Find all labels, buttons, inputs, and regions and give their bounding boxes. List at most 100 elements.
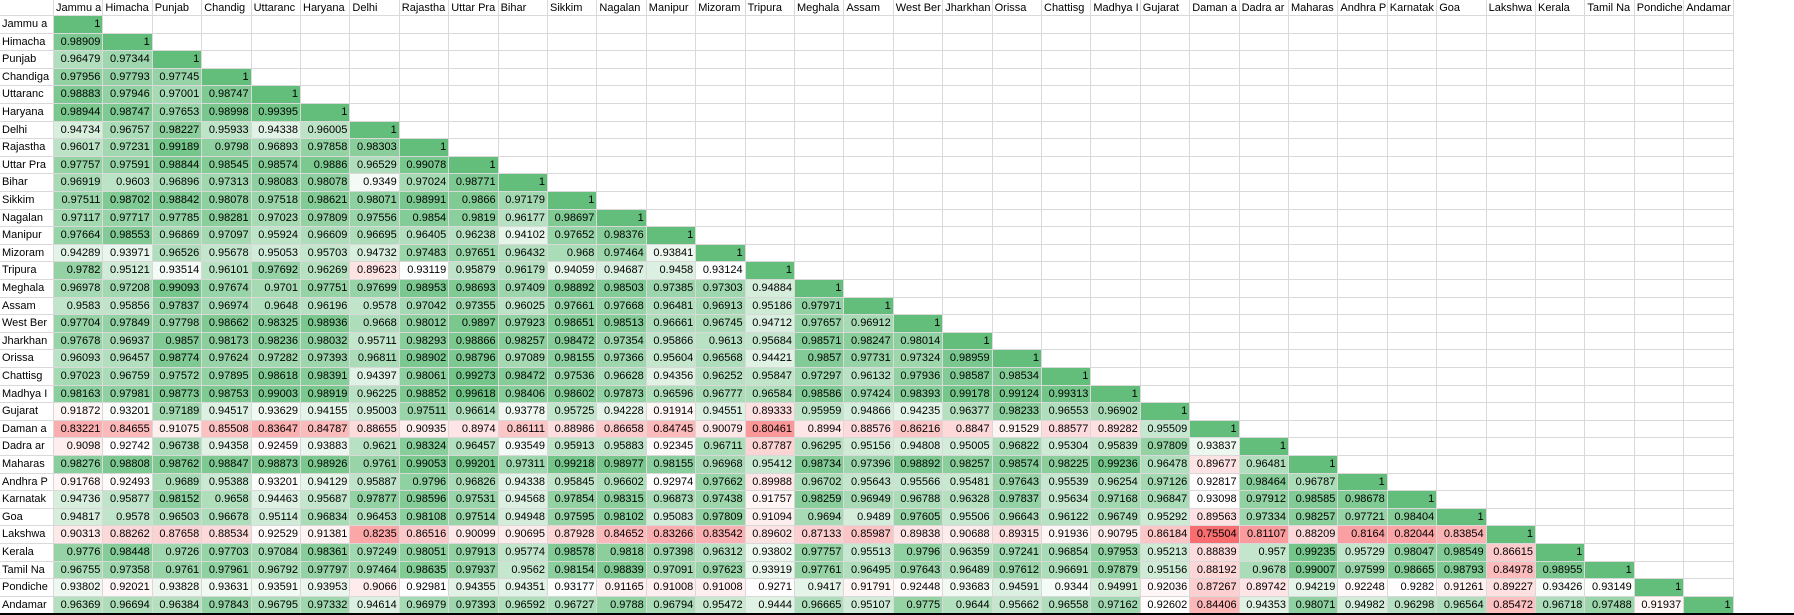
matrix-cell[interactable]: 0.92493: [103, 473, 153, 492]
empty-cell[interactable]: [1140, 332, 1191, 351]
empty-cell[interactable]: [1289, 51, 1339, 69]
matrix-cell[interactable]: 0.95412: [745, 456, 795, 474]
empty-cell[interactable]: [1585, 68, 1635, 87]
matrix-cell[interactable]: 0.9603: [103, 174, 153, 192]
empty-cell[interactable]: [597, 174, 647, 192]
matrix-cell[interactable]: 0.95539: [1042, 473, 1092, 492]
matrix-cell[interactable]: 0.98464: [1239, 473, 1289, 492]
matrix-cell[interactable]: 0.97745: [152, 68, 203, 87]
matrix-cell[interactable]: 1: [350, 121, 400, 140]
matrix-cell[interactable]: 0.98883: [54, 86, 104, 104]
matrix-cell[interactable]: 0.94338: [251, 121, 301, 140]
matrix-cell[interactable]: 0.96609: [301, 227, 351, 245]
matrix-cell[interactable]: 0.98734: [795, 456, 845, 474]
matrix-cell[interactable]: 0.97023: [54, 368, 104, 386]
empty-cell[interactable]: [548, 33, 598, 52]
empty-cell[interactable]: [1486, 244, 1536, 263]
empty-cell[interactable]: [1536, 297, 1586, 316]
matrix-cell[interactable]: 0.98303: [350, 139, 400, 157]
empty-cell[interactable]: [1387, 209, 1438, 228]
empty-cell[interactable]: [1684, 385, 1734, 404]
empty-cell[interactable]: [1042, 262, 1092, 280]
empty-cell[interactable]: [1338, 68, 1388, 87]
matrix-cell[interactable]: 0.9621: [350, 438, 400, 456]
column-header[interactable]: Pondiche: [1634, 0, 1685, 16]
matrix-cell[interactable]: 0.8164: [1338, 526, 1388, 544]
empty-cell[interactable]: [1289, 156, 1339, 175]
empty-cell[interactable]: [696, 51, 746, 69]
row-label[interactable]: Bihar: [0, 174, 54, 192]
empty-cell[interactable]: [1634, 16, 1685, 34]
matrix-cell[interactable]: 0.97599: [1338, 561, 1388, 580]
matrix-cell[interactable]: 0.96564: [1437, 596, 1487, 615]
matrix-cell[interactable]: 0.98574: [992, 456, 1042, 474]
empty-cell[interactable]: [1338, 262, 1388, 280]
column-header[interactable]: Orissa: [992, 0, 1042, 16]
empty-cell[interactable]: [1042, 174, 1092, 192]
matrix-cell[interactable]: 0.957: [1239, 544, 1289, 562]
matrix-cell[interactable]: 0.96369: [54, 596, 104, 615]
matrix-cell[interactable]: 1: [943, 332, 993, 351]
matrix-cell[interactable]: 0.98919: [301, 385, 351, 404]
matrix-cell[interactable]: 0.95933: [202, 121, 252, 140]
empty-cell[interactable]: [795, 51, 845, 69]
matrix-cell[interactable]: 0.9417: [795, 579, 845, 597]
matrix-cell[interactable]: 0.97612: [992, 561, 1042, 580]
matrix-cell[interactable]: 0.98651: [548, 315, 598, 333]
empty-cell[interactable]: [1140, 385, 1191, 404]
matrix-cell[interactable]: 1: [696, 244, 746, 263]
matrix-cell[interactable]: 0.98793: [1437, 561, 1487, 580]
empty-cell[interactable]: [1684, 16, 1734, 34]
empty-cell[interactable]: [1140, 121, 1191, 140]
empty-cell[interactable]: [646, 16, 697, 34]
matrix-cell[interactable]: 0.97879: [1091, 561, 1141, 580]
empty-cell[interactable]: [1536, 438, 1586, 456]
empty-cell[interactable]: [548, 86, 598, 104]
matrix-cell[interactable]: 0.96312: [696, 544, 746, 562]
empty-cell[interactable]: [597, 192, 647, 210]
row-label[interactable]: Sikkim: [0, 192, 54, 210]
empty-cell[interactable]: [1091, 174, 1141, 192]
empty-cell[interactable]: [1338, 315, 1388, 333]
empty-cell[interactable]: [1387, 420, 1438, 439]
empty-cell[interactable]: [1536, 156, 1586, 175]
matrix-cell[interactable]: 0.92974: [646, 473, 697, 492]
matrix-cell[interactable]: 0.98014: [893, 332, 944, 351]
matrix-cell[interactable]: 0.98012: [399, 315, 450, 333]
matrix-cell[interactable]: 0.98259: [795, 491, 845, 509]
empty-cell[interactable]: [1190, 156, 1240, 175]
matrix-cell[interactable]: 0.98892: [548, 280, 598, 298]
row-label[interactable]: Uttaranc: [0, 86, 54, 104]
matrix-cell[interactable]: 0.96179: [498, 262, 548, 280]
empty-cell[interactable]: [1091, 350, 1141, 368]
empty-cell[interactable]: [1338, 209, 1388, 228]
empty-cell[interactable]: [1486, 438, 1536, 456]
empty-cell[interactable]: [1684, 561, 1734, 580]
column-header[interactable]: Lakshwa: [1486, 0, 1536, 16]
matrix-cell[interactable]: 0.98926: [301, 456, 351, 474]
matrix-cell[interactable]: 0.89742: [1239, 579, 1289, 597]
matrix-cell[interactable]: 0.96495: [844, 561, 894, 580]
empty-cell[interactable]: [1091, 368, 1141, 386]
matrix-cell[interactable]: 0.95509: [1140, 420, 1191, 439]
empty-cell[interactable]: [696, 209, 746, 228]
empty-cell[interactable]: [399, 68, 450, 87]
empty-cell[interactable]: [1437, 456, 1487, 474]
matrix-cell[interactable]: 0.98762: [152, 456, 203, 474]
empty-cell[interactable]: [1338, 420, 1388, 439]
empty-cell[interactable]: [1536, 68, 1586, 87]
matrix-cell[interactable]: 0.95774: [498, 544, 548, 562]
matrix-cell[interactable]: 0.96949: [844, 491, 894, 509]
matrix-cell[interactable]: 0.9866: [449, 192, 499, 210]
empty-cell[interactable]: [1042, 280, 1092, 298]
matrix-cell[interactable]: 0.8235: [350, 526, 400, 544]
empty-cell[interactable]: [844, 262, 894, 280]
empty-cell[interactable]: [1338, 456, 1388, 474]
matrix-cell[interactable]: 0.96405: [399, 227, 450, 245]
matrix-cell[interactable]: 0.96873: [646, 491, 697, 509]
matrix-cell[interactable]: 0.96122: [1042, 508, 1092, 527]
column-header[interactable]: Uttaranc: [251, 0, 301, 16]
empty-cell[interactable]: [449, 139, 499, 157]
column-header[interactable]: Sikkim: [548, 0, 598, 16]
matrix-cell[interactable]: 0.97981: [103, 385, 153, 404]
